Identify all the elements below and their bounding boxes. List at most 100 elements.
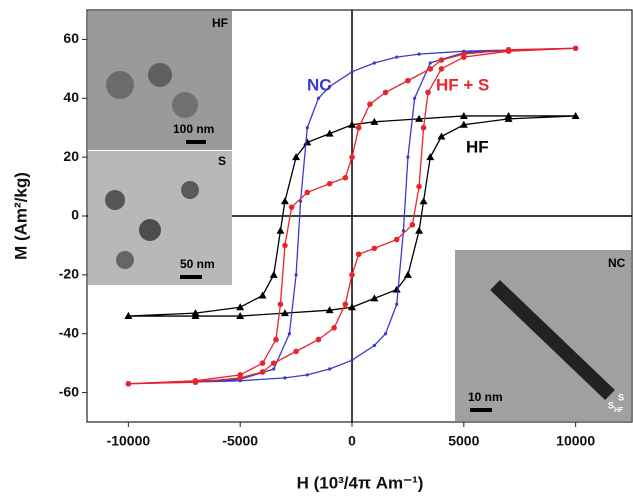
point <box>409 222 416 228</box>
point <box>283 376 287 380</box>
point <box>331 325 337 331</box>
point <box>294 273 298 277</box>
point <box>287 332 291 336</box>
point <box>298 199 303 203</box>
point <box>277 301 284 308</box>
point <box>328 367 332 371</box>
point <box>269 270 278 278</box>
point <box>348 303 357 311</box>
insets: HF 100 nm S 50 nm NC 10 nm S S HF <box>88 11 631 421</box>
point <box>425 89 431 96</box>
point <box>405 77 411 84</box>
point <box>392 285 401 293</box>
scale-bar <box>186 140 206 144</box>
point <box>258 291 267 299</box>
point <box>571 111 580 119</box>
point <box>349 154 355 160</box>
point <box>276 226 285 234</box>
inset-label: NC <box>608 256 626 270</box>
point <box>382 89 389 96</box>
point <box>370 294 379 302</box>
x-axis-title: H (10³/4π Am⁻¹) <box>297 473 424 492</box>
point <box>355 251 362 258</box>
point <box>325 306 334 314</box>
inset-texture <box>172 92 198 118</box>
point <box>124 312 133 320</box>
point <box>316 96 321 100</box>
inset-texture <box>105 190 125 210</box>
y-tick-label: 20 <box>63 148 79 164</box>
point <box>415 114 424 122</box>
point <box>342 174 349 181</box>
point <box>325 129 334 137</box>
y-tick-label: 0 <box>71 207 79 223</box>
point <box>305 373 309 377</box>
point <box>370 117 379 125</box>
point <box>326 180 333 187</box>
scale-bar <box>180 275 202 279</box>
point <box>315 336 322 343</box>
scale-bar <box>470 408 492 412</box>
point <box>282 242 288 249</box>
point <box>420 124 427 131</box>
x-tick-label: 10000 <box>556 433 595 449</box>
point <box>350 70 354 74</box>
inset-image <box>88 151 232 285</box>
point <box>237 372 243 378</box>
x-tick-label: 0 <box>348 433 356 449</box>
point <box>305 126 309 130</box>
point <box>459 111 468 119</box>
point <box>273 336 279 343</box>
inset-label: HF <box>212 16 228 30</box>
inset-texture <box>490 279 615 401</box>
point <box>393 236 400 243</box>
y-axis-title: M (Am²/kg) <box>11 172 30 260</box>
inset-label: S <box>218 154 226 168</box>
point <box>403 270 412 278</box>
point <box>415 226 424 234</box>
point <box>125 380 132 387</box>
point <box>236 312 245 320</box>
point <box>259 369 266 375</box>
point <box>259 360 266 366</box>
point <box>438 66 445 72</box>
point <box>437 132 446 140</box>
inset-scale: 100 nm <box>173 122 214 136</box>
inset-mark: S <box>608 400 614 410</box>
point <box>426 153 435 161</box>
point <box>395 302 399 306</box>
point <box>270 360 277 366</box>
point <box>461 51 467 57</box>
inset-mark: HF <box>614 407 624 414</box>
point <box>372 343 376 348</box>
point <box>280 197 289 205</box>
point <box>417 52 421 56</box>
point <box>406 155 410 159</box>
point <box>416 183 422 190</box>
point <box>372 61 376 65</box>
point <box>355 124 362 131</box>
inset-texture <box>148 63 172 87</box>
point <box>419 197 428 205</box>
y-tick-label: 40 <box>63 89 79 105</box>
point <box>292 153 301 161</box>
inset-texture <box>116 251 134 269</box>
inset-texture <box>139 219 161 241</box>
y-tick-label: 60 <box>63 30 79 46</box>
point <box>572 45 579 52</box>
y-tick-label: -20 <box>59 266 79 282</box>
point <box>428 61 432 65</box>
point <box>288 204 295 210</box>
inset-texture <box>181 181 199 199</box>
point <box>342 301 349 308</box>
point <box>459 120 468 128</box>
annotation: HF + S <box>436 75 489 94</box>
x-tick-label: -10000 <box>107 433 151 449</box>
point <box>349 272 355 278</box>
point <box>395 55 399 59</box>
x-tick-label: 5000 <box>448 433 479 449</box>
point <box>272 367 276 371</box>
inset-texture <box>106 71 134 99</box>
point <box>505 46 512 53</box>
